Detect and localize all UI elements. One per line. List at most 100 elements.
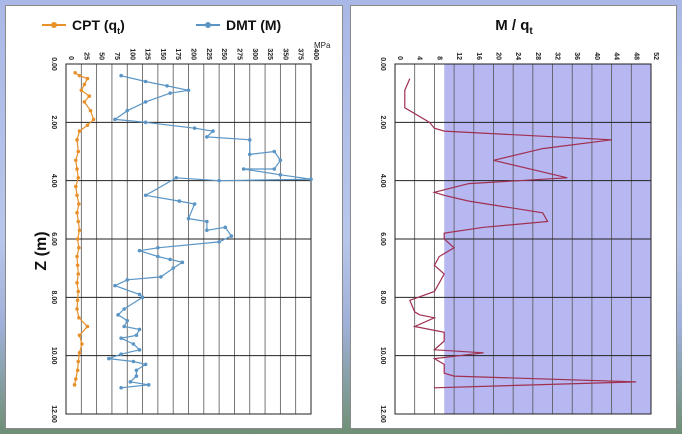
left-data-point-0 bbox=[75, 193, 79, 198]
left-data-point-1 bbox=[131, 342, 136, 346]
left-data-point-1 bbox=[125, 278, 130, 282]
cpt-dmt-chart: 0 25 50 75 100 125 150 175 200 225 250 275 300 325 350… bbox=[33, 17, 331, 423]
right-x-tick-label: 32 bbox=[554, 52, 561, 60]
left-data-point-0 bbox=[77, 350, 82, 355]
right-x-tick-label: 16 bbox=[475, 52, 482, 60]
left-data-point-1 bbox=[143, 193, 148, 198]
left-y-tick-label: 8.00 bbox=[50, 291, 57, 305]
legend-cpt-marker bbox=[51, 22, 57, 28]
left-y-tick-label: 4.00 bbox=[50, 174, 57, 188]
left-x-tick-label: 225 bbox=[205, 48, 212, 60]
right-x-tick-label: 44 bbox=[613, 52, 620, 60]
left-data-point-1 bbox=[125, 108, 130, 113]
left-data-point-1 bbox=[146, 383, 151, 387]
right-x-tick-label: 0 bbox=[396, 56, 403, 60]
left-data-point-1 bbox=[211, 129, 215, 133]
left-data-point-0 bbox=[75, 263, 80, 268]
left-data-point-1 bbox=[137, 348, 142, 352]
right-y-tick-label: 8.00 bbox=[379, 291, 386, 305]
left-data-point-1 bbox=[272, 167, 277, 171]
left-data-point-1 bbox=[119, 73, 123, 78]
legend-dmt-label: DMT (M) bbox=[226, 17, 281, 33]
left-data-point-0 bbox=[80, 342, 84, 346]
right-y-tick-label: 0.00 bbox=[379, 57, 386, 71]
left-data-point-1 bbox=[278, 173, 283, 177]
left-data-point-1 bbox=[272, 149, 277, 154]
left-data-point-0 bbox=[75, 237, 80, 241]
left-data-point-0 bbox=[75, 254, 79, 259]
left-data-point-0 bbox=[74, 377, 78, 381]
left-data-point-1 bbox=[156, 254, 160, 259]
left-data-point-0 bbox=[77, 202, 81, 206]
left-data-point-1 bbox=[128, 380, 133, 384]
left-y-tick-label: 12.00 bbox=[50, 405, 57, 423]
left-data-point-1 bbox=[137, 327, 142, 332]
left-x-tick-label: 175 bbox=[174, 48, 181, 60]
left-data-point-0 bbox=[77, 228, 82, 233]
left-data-point-1 bbox=[134, 333, 139, 338]
ratio-chart-panel: 0 4 8 12 16 20 24 28 32 36 40 44 48 52 0.00 2.00 4.00 6.0… bbox=[350, 5, 677, 429]
left-data-point-1 bbox=[192, 202, 197, 206]
right-x-tick-label: 40 bbox=[593, 52, 600, 60]
right-x-tick-label: 36 bbox=[573, 52, 580, 60]
left-data-point-0 bbox=[76, 272, 81, 276]
left-data-point-1 bbox=[134, 374, 139, 378]
left-data-point-1 bbox=[177, 199, 182, 203]
x-unit-label: MPa bbox=[314, 41, 331, 50]
left-data-point-0 bbox=[74, 184, 78, 189]
right-x-tick-label: 24 bbox=[514, 52, 521, 60]
left-data-point-0 bbox=[88, 108, 93, 113]
left-data-point-1 bbox=[205, 228, 209, 233]
right-plot-frame bbox=[394, 63, 652, 415]
left-data-point-1 bbox=[119, 352, 123, 357]
left-data-point-0 bbox=[77, 315, 81, 320]
left-data-point-1 bbox=[137, 292, 142, 297]
right-y-tick-label: 12.00 bbox=[379, 405, 386, 423]
left-y-tick-label: 2.00 bbox=[50, 116, 57, 130]
legend-dmt-marker bbox=[205, 22, 211, 28]
left-data-point-1 bbox=[241, 167, 246, 171]
left-x-tick-label: 125 bbox=[144, 48, 151, 60]
left-data-point-1 bbox=[205, 219, 209, 224]
left-data-point-0 bbox=[77, 73, 82, 78]
left-data-point-1 bbox=[171, 266, 175, 270]
right-x-tick-label: 52 bbox=[652, 52, 659, 60]
left-data-point-0 bbox=[76, 359, 81, 364]
right-series-line-0 bbox=[404, 78, 637, 389]
left-data-point-0 bbox=[75, 167, 79, 171]
left-data-point-0 bbox=[72, 383, 77, 387]
left-data-point-0 bbox=[75, 298, 80, 303]
left-x-tick-label: 200 bbox=[190, 48, 197, 60]
right-y-tick-label: 10.00 bbox=[379, 347, 386, 365]
left-x-tick-label: 250 bbox=[220, 48, 227, 60]
right-x-tick-label: 4 bbox=[416, 56, 423, 60]
left-data-point-0 bbox=[82, 82, 87, 87]
right-y-tick-label: 6.00 bbox=[379, 232, 386, 246]
left-data-point-1 bbox=[217, 240, 221, 244]
left-x-tick-label: 25 bbox=[82, 52, 89, 60]
right-y-tick-label: 4.00 bbox=[379, 174, 386, 188]
left-data-point-0 bbox=[77, 245, 81, 250]
left-data-point-1 bbox=[107, 356, 111, 361]
left-data-point-0 bbox=[79, 88, 84, 93]
left-data-point-1 bbox=[116, 313, 120, 317]
left-data-point-1 bbox=[156, 245, 160, 250]
left-data-point-1 bbox=[119, 336, 123, 340]
left-data-point-0 bbox=[75, 307, 79, 311]
left-data-point-1 bbox=[186, 216, 191, 221]
left-x-tick-label: 375 bbox=[297, 48, 304, 60]
left-data-point-0 bbox=[75, 210, 79, 215]
left-data-point-1 bbox=[247, 152, 252, 157]
left-data-point-0 bbox=[82, 100, 87, 104]
left-data-point-0 bbox=[85, 324, 90, 329]
left-data-point-1 bbox=[125, 318, 130, 323]
right-x-tick-label: 20 bbox=[494, 52, 501, 60]
left-data-point-0 bbox=[76, 289, 81, 294]
right-x-tick-label: 28 bbox=[534, 52, 541, 60]
left-data-point-0 bbox=[85, 76, 90, 81]
left-data-point-0 bbox=[91, 117, 96, 122]
left-data-point-0 bbox=[76, 219, 81, 224]
left-data-point-1 bbox=[131, 359, 136, 364]
left-data-point-1 bbox=[168, 257, 172, 262]
chart-title: M / qt bbox=[495, 17, 533, 37]
